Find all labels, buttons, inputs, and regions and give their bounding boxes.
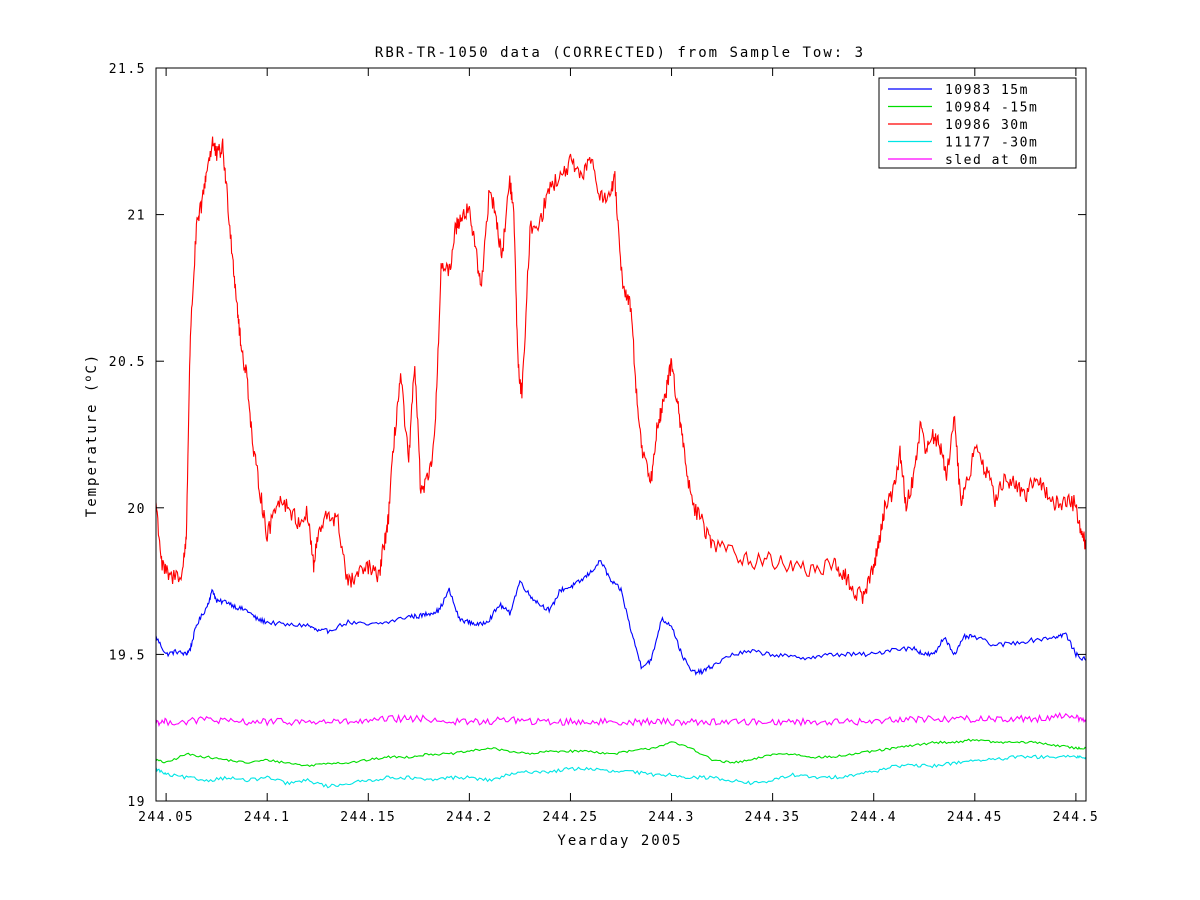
legend-label: 11177 -30m <box>945 136 1038 151</box>
x-tick-label: 244.3 <box>648 810 695 825</box>
x-tick-label: 244.2 <box>446 810 493 825</box>
y-tick-label: 21.5 <box>109 62 146 77</box>
y-axis-title: Temperature (oC) <box>83 353 100 517</box>
series-line-5 <box>156 711 1086 728</box>
legend-items: 10983 15m 10984 -15m 10986 30m 11177 -30m sl… <box>888 83 1038 168</box>
x-axis-title: Yearday 2005 <box>557 833 682 849</box>
y-tick-label: 19.5 <box>109 648 146 663</box>
legend-label: 10984 -15m <box>945 101 1038 116</box>
x-tick-label: 244.15 <box>340 810 396 825</box>
legend-label: sled at 0m <box>945 153 1038 168</box>
x-tick-label: 244.25 <box>542 810 598 825</box>
series-line-3 <box>156 136 1086 604</box>
series-line-4 <box>156 754 1086 789</box>
legend: 10983 15m 10984 -15m 10986 30m 11177 -30m sl… <box>878 77 1077 169</box>
series-line-1 <box>156 559 1086 676</box>
legend-box <box>878 77 1077 169</box>
series-group <box>156 136 1086 789</box>
x-tick-label: 244.4 <box>850 810 897 825</box>
legend-label: 10983 15m <box>945 83 1029 98</box>
series-line-2 <box>156 738 1086 767</box>
plot-area <box>155 67 1087 802</box>
plot-frame <box>155 67 1087 802</box>
x-tick-label: 244.1 <box>244 810 291 825</box>
x-axis: 244.05 244.1 244.15 244.2 244.25 244.3 244.35 2… <box>138 68 1100 825</box>
y-axis-title-unit: C) <box>84 353 100 374</box>
legend-label: 10986 30m <box>945 118 1029 133</box>
x-tick-label: 244.5 <box>1053 810 1100 825</box>
y-tick-label: 19 <box>127 795 146 810</box>
y-tick-label: 20.5 <box>109 355 146 370</box>
y-tick-label: 21 <box>127 209 146 224</box>
y-axis-title-text: Temperature ( <box>84 382 100 518</box>
chart-title: RBR-TR-1050 data (CORRECTED) from Sample… <box>375 45 865 61</box>
y-axis-title-superscript: o <box>83 374 94 382</box>
x-tick-label: 244.45 <box>947 810 1003 825</box>
y-axis: 19 19.5 20 20.5 21 21.5 <box>109 62 1086 810</box>
x-tick-label: 244.35 <box>745 810 801 825</box>
y-tick-label: 20 <box>127 502 146 517</box>
x-tick-label: 244.05 <box>138 810 194 825</box>
